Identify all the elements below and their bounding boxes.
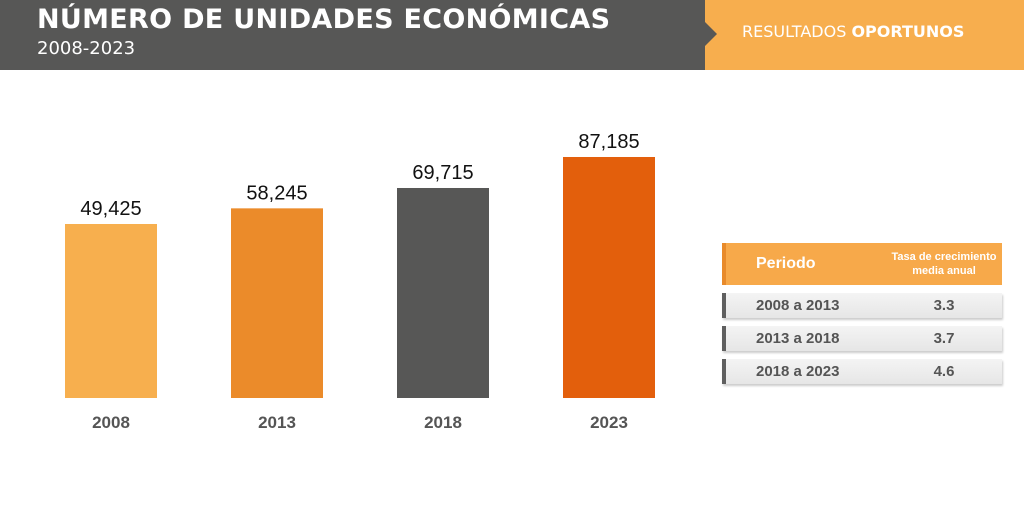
period-cell: 2018 a 2023 xyxy=(756,363,840,380)
period-cell: 2008 a 2013 xyxy=(756,297,840,314)
table-row: 2018 a 2023 4.6 xyxy=(722,359,1002,384)
rate-cell: 3.3 xyxy=(933,297,955,314)
data-label: 87,185 xyxy=(578,131,639,153)
period-cell: 2013 a 2018 xyxy=(756,330,840,347)
x-tick-label: 2013 xyxy=(258,413,296,432)
bar-2008 xyxy=(65,223,157,398)
bar-2013 xyxy=(231,208,323,398)
x-tick-label: 2018 xyxy=(424,413,462,432)
table-row: 2013 a 2018 3.7 xyxy=(722,326,1002,351)
header-period: Periodo xyxy=(756,255,816,272)
data-label: 58,245 xyxy=(246,182,307,204)
page-subtitle: 2008-2023 xyxy=(37,38,136,59)
rate-cell: 3.7 xyxy=(933,330,955,347)
table-row: 2008 a 2013 3.3 xyxy=(722,293,1002,318)
brand-banner xyxy=(705,0,1024,70)
data-label: 69,715 xyxy=(412,162,473,184)
rate-cell: 4.6 xyxy=(933,363,955,380)
brand-light: RESULTADOS xyxy=(742,22,852,41)
bar-2023 xyxy=(563,156,655,398)
bar-2018 xyxy=(397,187,489,398)
data-label: 49,425 xyxy=(80,198,141,220)
header-bar: NÚMERO DE UNIDADES ECONÓMICAS 2008-2023 xyxy=(0,0,710,70)
brand-text: RESULTADOS OPORTUNOS xyxy=(742,22,964,41)
header-rate: Tasa de crecimiento media anual xyxy=(891,251,997,277)
x-tick-label: 2008 xyxy=(92,413,130,432)
growth-table: Periodo Tasa de crecimiento media anual … xyxy=(722,243,1002,384)
page-title: NÚMERO DE UNIDADES ECONÓMICAS xyxy=(37,4,611,35)
brand-bold: OPORTUNOS xyxy=(851,22,965,41)
x-tick-label: 2023 xyxy=(590,413,628,432)
table-header: Periodo Tasa de crecimiento media anual xyxy=(722,243,1002,285)
bar-chart: 49,425 2008 58,245 2013 69,715 2018 87,185 2023 xyxy=(65,131,655,432)
arrow-icon xyxy=(705,22,717,46)
